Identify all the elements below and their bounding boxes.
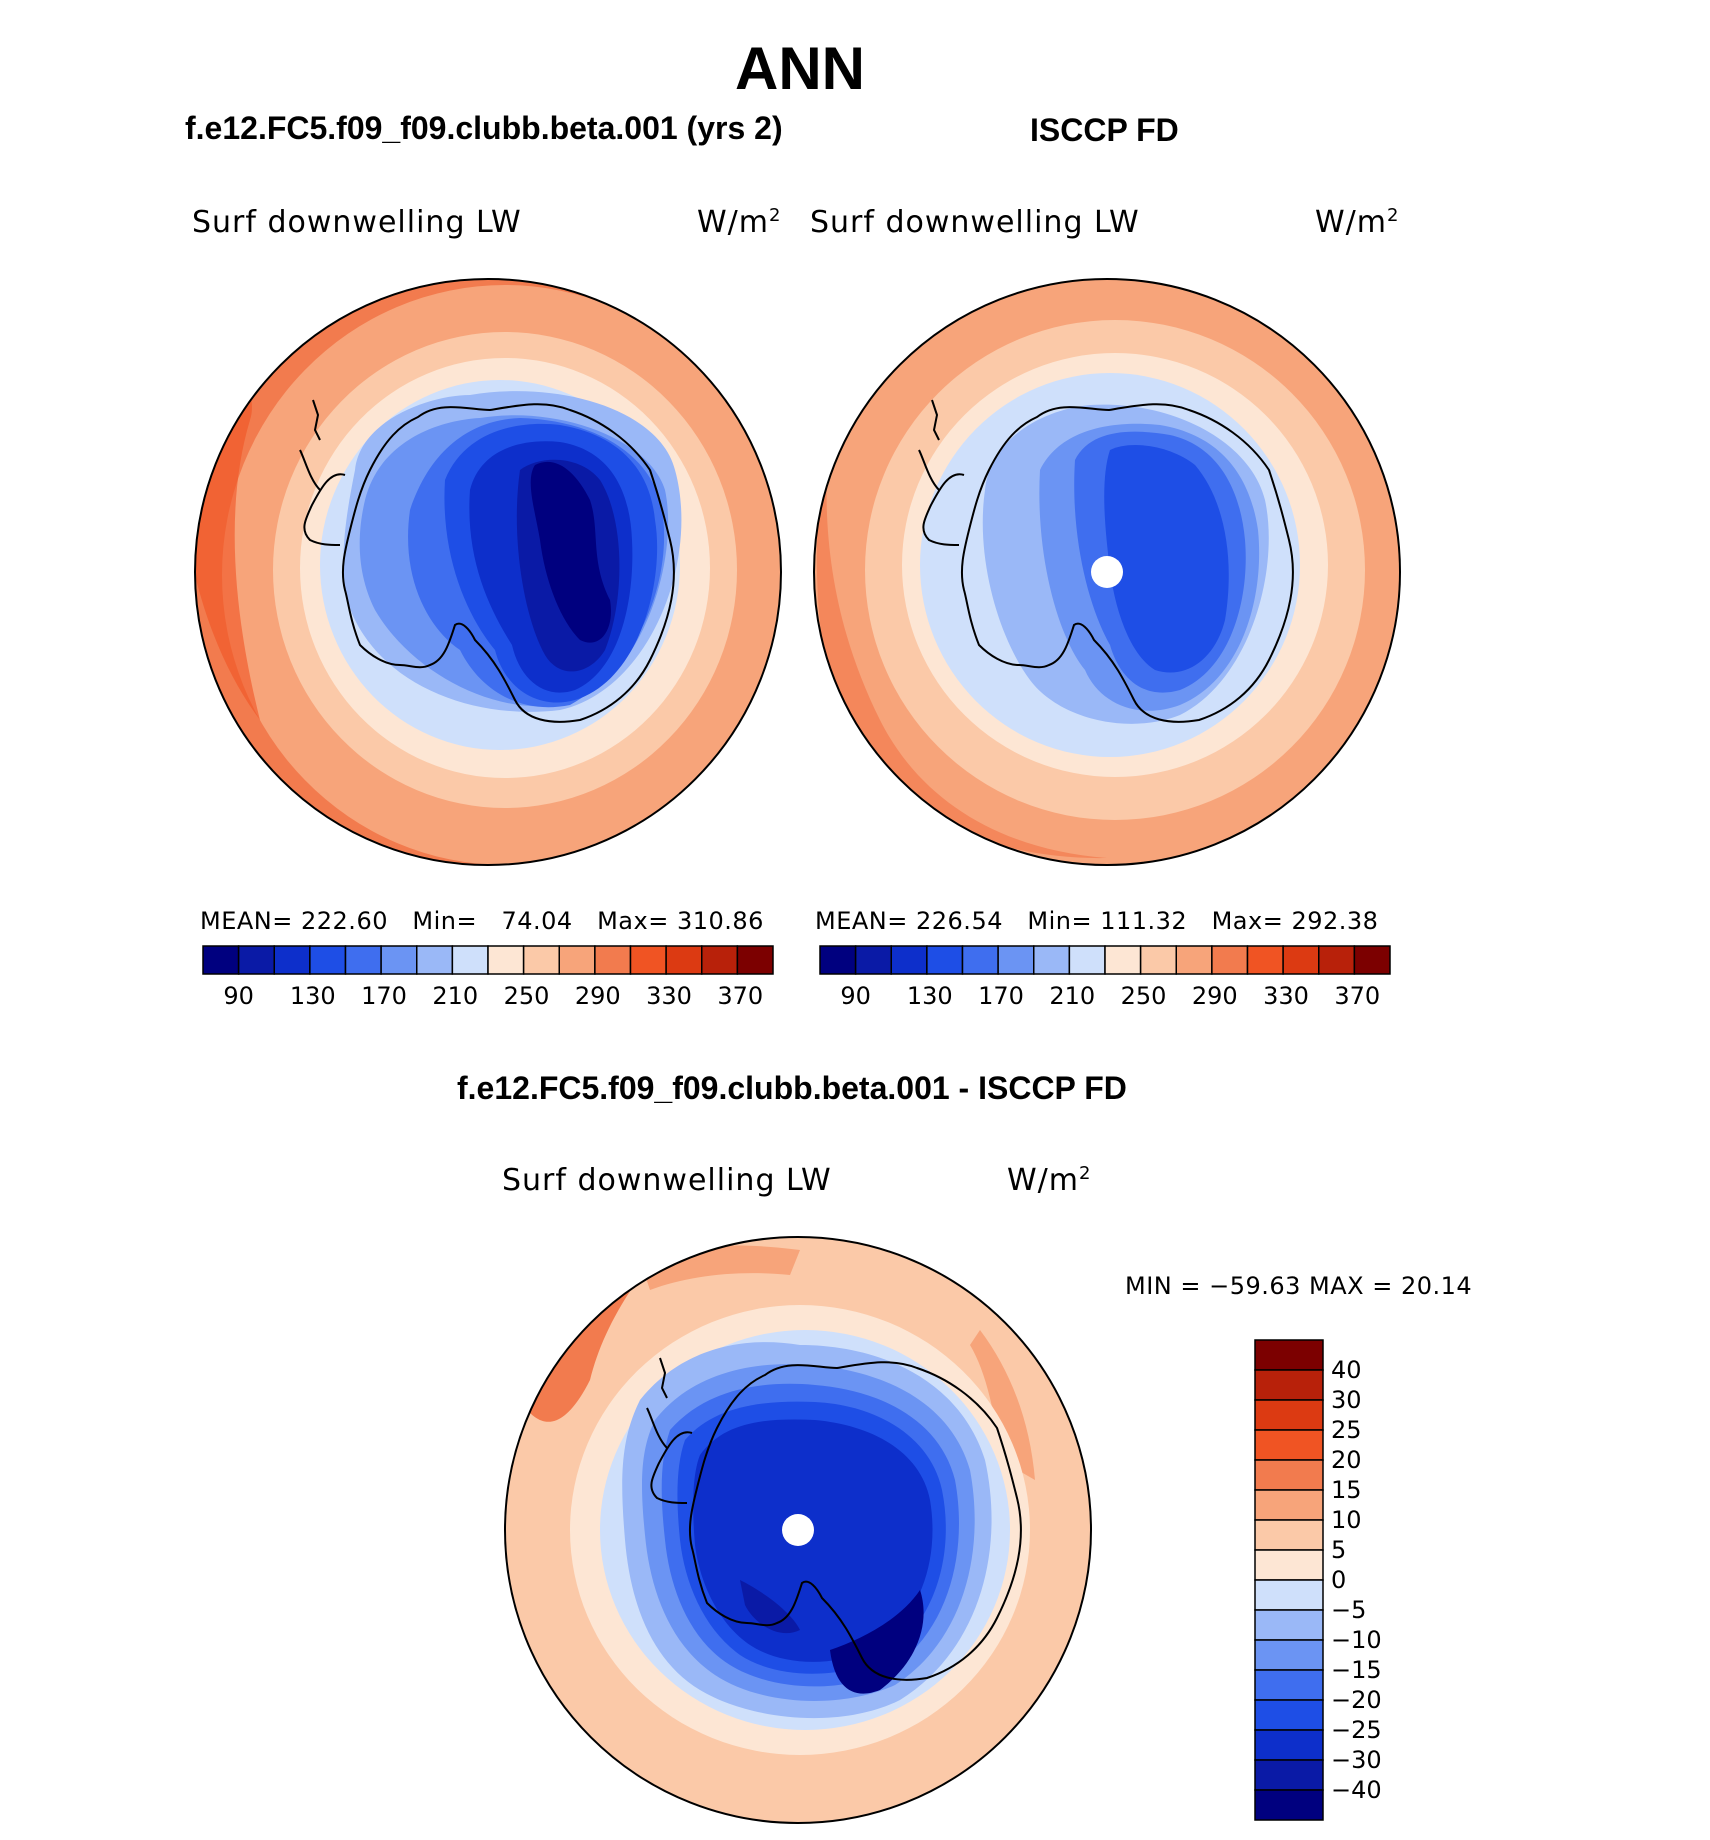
right-colorbar-cell — [1353, 945, 1391, 975]
right-colorbar-cell — [1068, 945, 1106, 975]
left-colorbar-cell — [344, 945, 382, 975]
diff-colorbar-tick-label: 10 — [1331, 1506, 1362, 1534]
diff-colorbar-cell — [1254, 1579, 1324, 1611]
right-var-label: Surf downwelling LW — [810, 205, 1140, 240]
diff-colorbar-tick-label: −15 — [1331, 1656, 1382, 1684]
diff-colorbar-cell — [1254, 1549, 1324, 1581]
right-colorbar-cell — [890, 945, 928, 975]
diff-colorbar-tick-label: 40 — [1331, 1356, 1362, 1384]
right-colorbar-cell — [854, 945, 892, 975]
diff-colorbar-tick-label: 25 — [1331, 1416, 1362, 1444]
diff-colorbar-cell — [1254, 1459, 1324, 1491]
diff-units: W/m2 — [1007, 1163, 1092, 1198]
left-panel-header: f.e12.FC5.f09_f09.clubb.beta.001 (yrs 2) — [185, 110, 783, 146]
right-colorbar-cell — [961, 945, 999, 975]
diff-colorbar-tick-label: 30 — [1331, 1386, 1362, 1414]
diff-colorbar-tick-label: −25 — [1331, 1716, 1382, 1744]
diff-colorbar-cell — [1254, 1759, 1324, 1791]
right-colorbar-cell — [1282, 945, 1320, 975]
left-colorbar-cell — [237, 945, 275, 975]
right-panel-header: ISCCP FD — [1030, 112, 1179, 148]
diff-colorbar-cell — [1254, 1699, 1324, 1731]
diff-map — [505, 1237, 1091, 1823]
diff-minmax: MIN = −59.63 MAX = 20.14 — [1125, 1272, 1473, 1300]
diff-colorbar-cell — [1254, 1519, 1324, 1551]
right-colorbar-tick-label: 290 — [1191, 982, 1238, 1010]
diff-colorbar-tick-label: 20 — [1331, 1446, 1362, 1474]
left-colorbar-cell — [451, 945, 489, 975]
right-stats: MEAN= 226.54 Min= 111.32 Max= 292.38 — [815, 907, 1379, 935]
right-colorbar-tick-label: 330 — [1263, 982, 1309, 1010]
left-map — [195, 279, 781, 865]
left-colorbar-cell — [594, 945, 632, 975]
diff-colorbar-cell — [1254, 1639, 1324, 1671]
diff-colorbar-cell — [1254, 1669, 1324, 1701]
diff-colorbar-cell — [1254, 1429, 1324, 1461]
right-colorbar-cell — [997, 945, 1035, 975]
diff-colorbar-tick-label: −5 — [1331, 1596, 1367, 1624]
left-colorbar-tick-label: 170 — [361, 982, 407, 1010]
right-map — [814, 279, 1400, 865]
diff-colorbar-cell — [1254, 1399, 1324, 1431]
diff-colorbar — [1254, 1339, 1324, 1821]
right-colorbar-cell — [819, 945, 857, 975]
left-colorbar-tick-label: 290 — [574, 982, 621, 1010]
diff-panel-header: f.e12.FC5.f09_f09.clubb.beta.001 - ISCCP… — [457, 1070, 1127, 1106]
diff-colorbar-tick-label: 0 — [1331, 1566, 1347, 1594]
left-stats: MEAN= 222.60 Min= 74.04 Max= 310.86 — [200, 907, 764, 935]
left-colorbar — [202, 945, 774, 975]
figure-title: ANN — [735, 35, 865, 102]
diff-colorbar-cell — [1254, 1339, 1324, 1371]
left-colorbar-cell — [558, 945, 596, 975]
diff-colorbar-tick-label: −10 — [1331, 1626, 1382, 1654]
left-colorbar-tick-label: 210 — [432, 982, 479, 1010]
left-colorbar-cell — [736, 945, 774, 975]
right-colorbar-tick-label: 90 — [840, 982, 871, 1010]
diff-var-label: Surf downwelling LW — [502, 1163, 832, 1198]
left-colorbar-cell — [273, 945, 311, 975]
left-colorbar-cell — [522, 945, 560, 975]
diff-colorbar-cell — [1254, 1609, 1324, 1641]
left-colorbar-cell — [416, 945, 454, 975]
left-colorbar-tick-label: 90 — [223, 982, 254, 1010]
left-colorbar-cell — [309, 945, 347, 975]
right-colorbar-tick-label: 130 — [906, 982, 953, 1010]
left-colorbar-tick-label: 330 — [646, 982, 692, 1010]
right-colorbar-cell — [1246, 945, 1284, 975]
diff-colorbar-tick-label: 5 — [1331, 1536, 1347, 1564]
right-colorbar-cell — [1033, 945, 1071, 975]
left-colorbar-tick-label: 370 — [717, 982, 764, 1010]
left-units: W/m2 — [697, 205, 782, 240]
right-colorbar-cell — [1139, 945, 1177, 975]
diff-colorbar-tick-label: −30 — [1331, 1746, 1382, 1774]
left-colorbar-tick-label: 130 — [289, 982, 336, 1010]
left-var-label: Surf downwelling LW — [192, 205, 522, 240]
right-colorbar-cell — [1211, 945, 1249, 975]
diff-colorbar-cell — [1254, 1729, 1324, 1761]
left-colorbar-cell — [380, 945, 418, 975]
left-colorbar-cell — [701, 945, 739, 975]
right-colorbar-tick-label: 170 — [978, 982, 1024, 1010]
right-colorbar-tick-label: 370 — [1334, 982, 1381, 1010]
diff-colorbar-tick-label: −40 — [1331, 1776, 1382, 1804]
right-colorbar-tick-label: 250 — [1120, 982, 1167, 1010]
right-colorbar-cell — [1104, 945, 1142, 975]
diff-colorbar-cell — [1254, 1489, 1324, 1521]
right-colorbar-tick-label: 210 — [1049, 982, 1096, 1010]
diff-colorbar-tick-label: −20 — [1331, 1686, 1382, 1714]
right-colorbar — [819, 945, 1391, 975]
left-colorbar-tick-label: 250 — [503, 982, 550, 1010]
diff-colorbar-cell — [1254, 1369, 1324, 1401]
diff-colorbar-tick-label: 15 — [1331, 1476, 1362, 1504]
left-colorbar-cell — [487, 945, 525, 975]
right-colorbar-cell — [1318, 945, 1356, 975]
right-units: W/m2 — [1315, 205, 1400, 240]
left-colorbar-cell — [665, 945, 703, 975]
right-colorbar-cell — [1175, 945, 1213, 975]
left-colorbar-cell — [202, 945, 240, 975]
left-colorbar-cell — [629, 945, 667, 975]
right-colorbar-cell — [926, 945, 964, 975]
diff-colorbar-cell — [1254, 1789, 1324, 1821]
